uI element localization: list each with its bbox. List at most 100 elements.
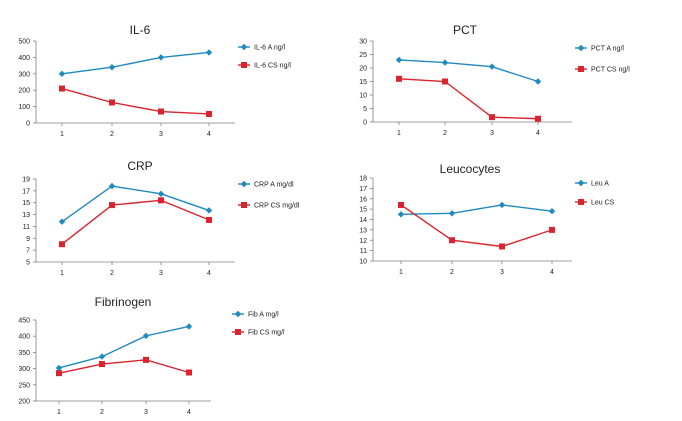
y-tick-label: 5: [26, 260, 30, 267]
data-point-cs: [206, 216, 212, 223]
data-point-cs: [109, 202, 115, 209]
y-tick-label: 13: [359, 227, 367, 234]
legend-marker: [578, 199, 584, 205]
legend-label: Fib A mg/l: [248, 312, 279, 319]
data-point-a: [395, 56, 403, 64]
data-point-cs: [158, 197, 164, 204]
y-tick-label: 9: [26, 236, 30, 243]
x-tick-label: 3: [500, 269, 504, 276]
x-tick-label: 4: [550, 269, 554, 276]
series-line-cs: [400, 204, 553, 248]
data-point-cs: [499, 243, 505, 250]
data-point-a: [157, 190, 165, 198]
x-tick-label: 2: [443, 130, 447, 137]
series-line-a: [398, 59, 539, 83]
data-point-cs: [59, 241, 65, 248]
y-tick-label: 400: [18, 334, 30, 341]
y-tick-label: 19: [22, 177, 30, 184]
x-tick-label: 1: [57, 409, 61, 416]
data-point-a: [488, 63, 496, 70]
data-point-a: [534, 78, 542, 85]
data-point-cs: [56, 370, 62, 377]
legend-marker: [577, 179, 585, 187]
data-point-cs: [59, 85, 65, 92]
data-point-cs: [396, 75, 402, 82]
data-point-cs: [449, 237, 455, 244]
y-tick-label: 17: [359, 186, 367, 193]
legend-label: PCT A ng/l: [591, 46, 624, 53]
y-tick-label: 12: [359, 238, 367, 245]
legend-marker: [241, 202, 247, 208]
y-tick-label: 200: [18, 88, 30, 95]
legend-label: IL-6 A ng/l: [254, 45, 286, 52]
y-tick-label: 0: [363, 120, 367, 127]
x-tick-label: 4: [187, 409, 191, 416]
data-point-cs: [109, 99, 115, 106]
x-tick-label: 3: [144, 409, 148, 416]
chart-1: IL-6 0 100 200 300 400 500 1 2 3 4 IL-6 A ng/l IL-6 …: [18, 23, 291, 138]
y-tick-label: 10: [359, 93, 367, 100]
x-tick-label: 4: [207, 270, 211, 277]
chart-title: PCT: [453, 23, 478, 37]
data-point-a: [157, 54, 165, 61]
y-tick-label: 200: [18, 399, 30, 406]
data-point-cs: [206, 110, 212, 117]
legend-label: PCT CS ng/l: [591, 67, 630, 74]
data-point-a: [397, 211, 405, 218]
series-line-cs: [58, 359, 190, 374]
legend-label: Fib CS mg/l: [248, 330, 285, 337]
data-point-cs: [158, 108, 164, 115]
series-line-a: [58, 325, 190, 369]
y-tick-label: 25: [359, 52, 367, 59]
y-tick-label: 15: [22, 200, 30, 207]
data-point-cs: [99, 361, 105, 368]
legend-marker: [241, 62, 247, 68]
data-point-a: [98, 353, 106, 360]
data-point-cs: [398, 201, 404, 208]
chart-title: Fibrinogen: [95, 295, 152, 309]
y-tick-label: 5: [363, 106, 367, 113]
y-tick-label: 350: [18, 350, 30, 357]
x-tick-label: 2: [100, 409, 104, 416]
data-point-a: [108, 182, 116, 190]
series-line-a: [400, 204, 553, 216]
x-tick-label: 1: [60, 131, 64, 138]
series-line-cs: [61, 87, 210, 115]
legend-label: Leu A: [591, 181, 609, 188]
y-tick-label: 300: [18, 71, 30, 78]
chart-title: CRP: [127, 159, 152, 173]
x-tick-label: 1: [399, 269, 403, 276]
legend-marker: [240, 180, 248, 188]
y-tick-label: 30: [359, 39, 367, 46]
chart-title: Leucocytes: [440, 162, 501, 176]
y-tick-label: 11: [23, 224, 30, 231]
y-tick-label: 14: [359, 217, 367, 224]
x-tick-label: 3: [490, 130, 494, 137]
data-point-a: [448, 210, 456, 217]
data-point-a: [441, 59, 449, 66]
y-tick-label: 13: [22, 212, 30, 219]
legend-label: CRP A mg/dl: [254, 182, 294, 189]
data-point-cs: [143, 356, 149, 363]
data-point-a: [58, 70, 66, 77]
chart-5: Fibrinogen 200 250 300 350 400 450 1 2 3 4 Fib A mg…: [18, 295, 285, 416]
chart-2: PCT 0 5 10 15 20 25 30 1 2 3 4 PCT A ng/l PCT CS ng/l: [359, 23, 630, 137]
x-tick-label: 1: [397, 130, 401, 137]
legend-label: Leu CS: [591, 200, 615, 207]
legend-label: CRP CS mg/dl: [254, 203, 300, 210]
y-tick-label: 7: [26, 248, 30, 255]
x-tick-label: 4: [536, 130, 540, 137]
data-point-cs: [549, 226, 555, 233]
x-tick-label: 3: [159, 270, 163, 277]
series-line-a: [61, 185, 210, 223]
y-tick-label: 100: [18, 104, 30, 111]
legend-marker: [578, 66, 584, 72]
y-tick-label: 10: [359, 259, 367, 266]
legend-marker: [577, 44, 585, 52]
data-point-a: [498, 201, 506, 209]
x-tick-label: 1: [60, 270, 64, 277]
y-tick-label: 15: [359, 79, 367, 86]
data-point-a: [185, 323, 193, 330]
data-point-a: [142, 332, 150, 340]
data-point-a: [548, 208, 556, 215]
